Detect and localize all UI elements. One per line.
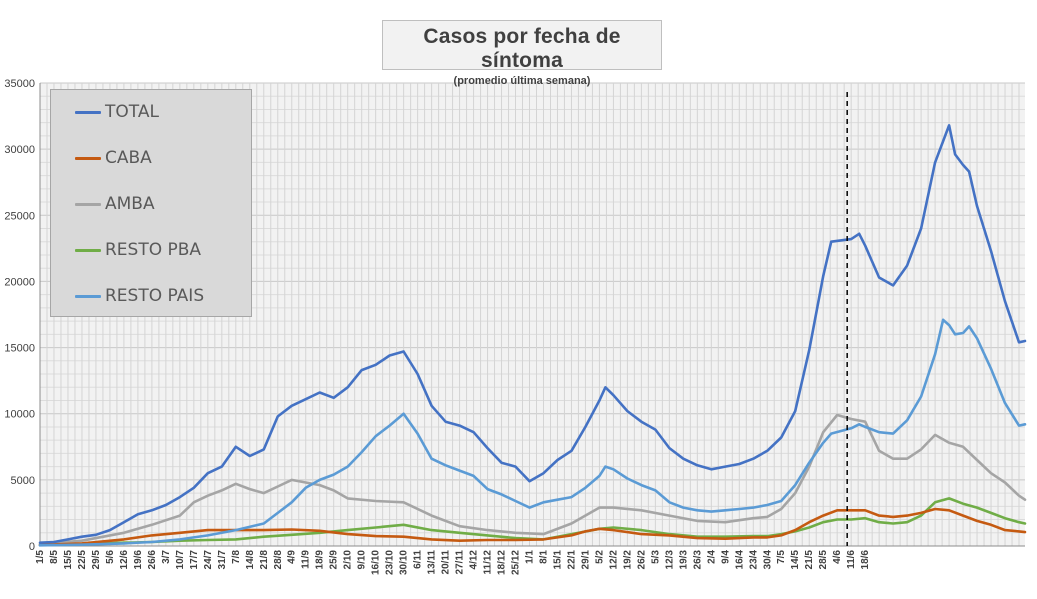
x-tick-label: 29/5: [91, 550, 102, 570]
x-tick-label: 4/12: [469, 550, 480, 570]
legend-swatch-amba: [75, 202, 101, 206]
x-tick-label: 18/9: [315, 550, 326, 570]
x-tick-label: 25/9: [329, 550, 340, 570]
legend-item-caba: CABA: [75, 148, 152, 168]
x-tick-label: 4/6: [832, 550, 843, 564]
x-tick-label: 8/1: [538, 550, 549, 564]
x-tick-label: 5/3: [650, 550, 661, 564]
x-tick-label: 19/2: [622, 550, 633, 570]
legend-swatch-caba: [75, 156, 101, 160]
legend-item-resto-pais: RESTO PAIS: [75, 286, 204, 306]
x-tick-label: 14/5: [790, 550, 801, 570]
x-tick-label: 25/12: [511, 550, 522, 575]
x-tick-label: 6/11: [413, 550, 424, 569]
x-tick-label: 8/5: [49, 550, 60, 564]
legend-item-resto-pba: RESTO PBA: [75, 240, 201, 260]
x-tick-label: 28/8: [273, 550, 284, 570]
x-tick-label: 28/5: [818, 550, 829, 570]
x-tick-label: 30/10: [399, 550, 410, 575]
x-tick-label: 10/7: [175, 550, 186, 570]
gridlines: [39, 82, 1025, 547]
x-tick-label: 23/4: [748, 550, 759, 570]
x-tick-label: 31/7: [217, 550, 228, 570]
x-tick-label: 20/11: [441, 550, 452, 575]
x-tick-label: 15/1: [552, 550, 563, 570]
x-tick-label: 29/1: [580, 550, 591, 570]
x-tick-label: 18/12: [497, 550, 508, 575]
legend-swatch-resto-pais: [75, 294, 101, 298]
legend-label-total: TOTAL: [105, 102, 159, 122]
legend-swatch-resto-pba: [75, 248, 101, 252]
x-tick-label: 2/4: [706, 550, 717, 564]
x-tick-label: 23/10: [385, 550, 396, 575]
x-tick-label: 24/7: [203, 550, 214, 570]
x-tick-label: 15/5: [63, 550, 74, 570]
legend-item-total: TOTAL: [75, 102, 159, 122]
x-tick-label: 4/9: [287, 550, 298, 564]
x-tick-label: 16/4: [734, 550, 745, 570]
x-tick-label: 26/3: [692, 550, 703, 570]
series-line-total: [38, 124, 1027, 544]
y-axis-tick-labels: 0 5000 10000 15000 20000 25000 30000 35000: [4, 78, 35, 553]
x-tick-label: 22/1: [566, 550, 577, 570]
legend: TOTAL CABA AMBA RESTO PBA RESTO PAIS: [50, 89, 252, 317]
series-line-caba: [38, 507, 1027, 547]
chart-title-box: Casos por fecha de síntoma (promedio últ…: [382, 20, 662, 87]
legend-label-caba: CABA: [105, 148, 152, 168]
legend-swatch-total: [75, 110, 101, 114]
x-tick-label: 12/6: [119, 550, 130, 570]
x-tick-label: 9/10: [357, 550, 368, 570]
x-tick-label: 18/6: [860, 550, 871, 570]
y-tick-label: 30000: [4, 144, 35, 156]
x-tick-label: 11/6: [846, 550, 857, 569]
x-tick-label: 11/12: [483, 550, 494, 575]
y-tick-label: 20000: [4, 276, 35, 288]
x-tick-label: 1/5: [35, 550, 46, 564]
x-tick-label: 12/2: [608, 550, 619, 570]
legend-label-amba: AMBA: [105, 194, 155, 214]
series-line-resto-pais: [38, 318, 1027, 547]
x-tick-label: 5/6: [105, 550, 116, 564]
axes: [39, 83, 1025, 547]
x-tick-label: 26/2: [636, 550, 647, 570]
legend-item-amba: AMBA: [75, 194, 155, 214]
x-tick-label: 26/6: [147, 550, 158, 570]
x-tick-label: 1/1: [525, 550, 536, 564]
x-tick-label: 17/7: [189, 550, 200, 570]
series-line-resto-pba: [38, 497, 1027, 547]
chart-title: Casos por fecha de síntoma: [423, 25, 621, 72]
x-tick-label: 19/3: [678, 550, 689, 570]
chart-subtitle: (promedio última semana): [453, 75, 591, 87]
x-tick-label: 21/5: [804, 550, 815, 570]
x-tick-label: 7/5: [776, 550, 787, 564]
series-line-amba: [38, 413, 1027, 546]
x-tick-label: 27/11: [455, 550, 466, 575]
x-tick-label: 9/4: [720, 550, 731, 564]
x-tick-label: 7/8: [231, 550, 242, 564]
x-tick-label: 12/3: [664, 550, 675, 570]
x-tick-label: 19/6: [133, 550, 144, 570]
y-tick-label: 5000: [11, 475, 35, 487]
x-tick-label: 2/10: [343, 550, 354, 570]
y-tick-label: 0: [29, 541, 35, 553]
series-lines: [38, 124, 1027, 547]
legend-label-resto-pais: RESTO PAIS: [105, 286, 205, 306]
x-tick-label: 21/8: [259, 550, 270, 570]
x-axis-tick-labels: 1/5 8/5 15/5 22/5 29/5 5/6 12/6 19/6 26/6 3/7 10/7…: [35, 550, 871, 575]
x-tick-label: 30/4: [762, 550, 773, 570]
x-tick-label: 16/10: [371, 550, 382, 575]
legend-label-resto-pba: RESTO PBA: [105, 240, 202, 260]
y-tick-label: 15000: [4, 343, 35, 355]
y-tick-label: 10000: [4, 409, 35, 421]
y-tick-label: 25000: [4, 210, 35, 222]
x-tick-label: 14/8: [245, 550, 256, 570]
x-tick-label: 13/11: [427, 550, 438, 575]
x-tick-label: 3/7: [161, 550, 172, 564]
x-tick-label: 5/2: [594, 550, 605, 564]
x-tick-label: 22/5: [77, 550, 88, 570]
x-tick-label: 11/9: [301, 550, 312, 569]
y-tick-label: 35000: [4, 78, 35, 90]
